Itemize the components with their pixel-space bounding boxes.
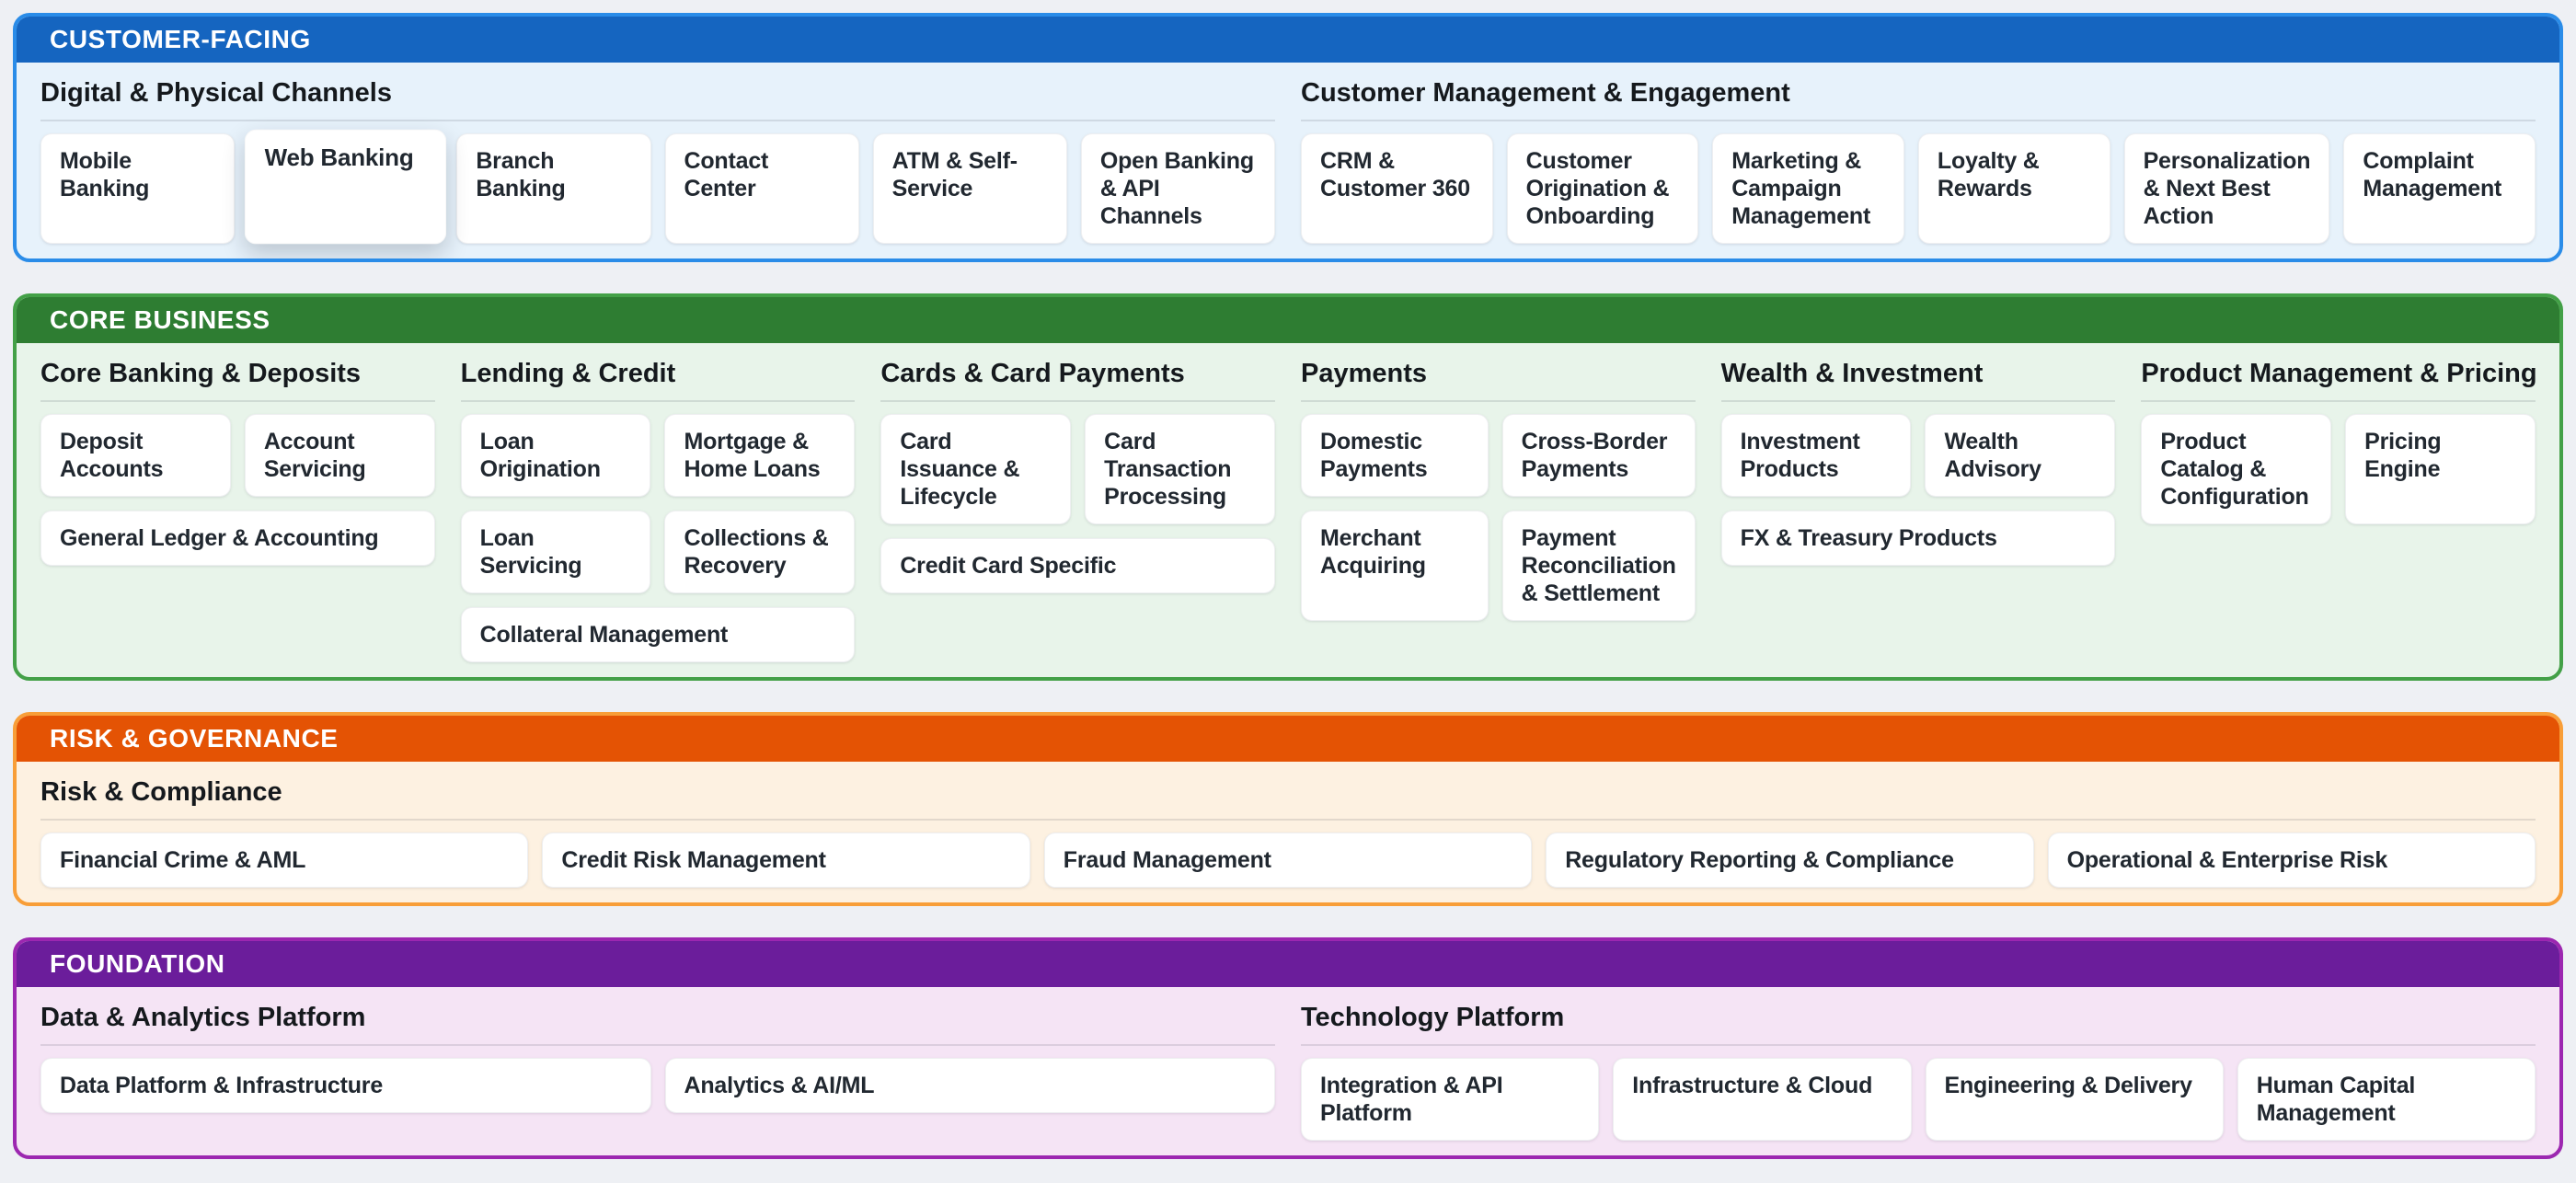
section-title-data-analytics-platform: Data & Analytics Platform bbox=[40, 1002, 1275, 1046]
tile-general-ledger-accounting[interactable]: General Ledger & Accounting bbox=[40, 511, 435, 566]
section-title-product-management-pricing: Product Management & Pricing bbox=[2141, 358, 2537, 402]
tile-loan-servicing[interactable]: Loan Servicing bbox=[460, 511, 651, 593]
tile-engineering-delivery[interactable]: Engineering & Delivery bbox=[1925, 1058, 2224, 1141]
tile-grid: Card Issuance & Lifecycle Card Transacti… bbox=[880, 414, 1275, 593]
tile-payment-reconciliation-settlement[interactable]: Payment Reconciliation & Settlement bbox=[1501, 511, 1696, 621]
tile-pricing-engine[interactable]: Pricing Engine bbox=[2345, 414, 2536, 524]
tile-grid: Product Catalog & Configuration Pricing … bbox=[2141, 414, 2536, 524]
tile-human-capital-management[interactable]: Human Capital Management bbox=[2237, 1058, 2536, 1141]
tile-cross-border-payments[interactable]: Cross-Border Payments bbox=[1501, 414, 1696, 497]
section-customer-management-engagement: Customer Management & Engagement CRM & C… bbox=[1301, 63, 2536, 244]
tile-personalization-next-best-action[interactable]: Personalization & Next Best Action bbox=[2123, 133, 2330, 244]
tile-marketing-campaign-management[interactable]: Marketing & Campaign Management bbox=[1712, 133, 1904, 244]
tile-atm-self-service[interactable]: ATM & Self-Service bbox=[872, 133, 1067, 244]
tile-fraud-management[interactable]: Fraud Management bbox=[1043, 833, 1533, 888]
section-title-customer-management-engagement: Customer Management & Engagement bbox=[1301, 77, 2536, 121]
section-title-cards-card-payments: Cards & Card Payments bbox=[880, 358, 1275, 402]
tile-grid: Mobile Banking Web Banking Branch Bankin… bbox=[40, 129, 1275, 245]
band-title-foundation: FOUNDATION bbox=[50, 949, 225, 978]
section-core-banking-deposits: Core Banking & Deposits Deposit Accounts… bbox=[40, 343, 435, 566]
band-body-foundation: Data & Analytics Platform Data Platform … bbox=[17, 987, 2559, 1155]
tile-deposit-accounts[interactable]: Deposit Accounts bbox=[40, 414, 231, 497]
tile-loan-origination[interactable]: Loan Origination bbox=[460, 414, 651, 497]
tile-grid: Deposit Accounts Account Servicing Gener… bbox=[40, 414, 435, 566]
tile-contact-center[interactable]: Contact Center bbox=[664, 133, 859, 244]
tile-fx-treasury-products[interactable]: FX & Treasury Products bbox=[1720, 511, 2116, 566]
tile-infrastructure-cloud[interactable]: Infrastructure & Cloud bbox=[1613, 1058, 1912, 1141]
band-core-business: CORE BUSINESS Core Banking & Deposits De… bbox=[13, 293, 2563, 681]
band-body-risk-governance: Risk & Compliance Financial Crime & AML … bbox=[17, 762, 2559, 902]
section-digital-physical-channels: Digital & Physical Channels Mobile Banki… bbox=[40, 63, 1275, 245]
band-title-customer-facing: CUSTOMER-FACING bbox=[50, 25, 311, 53]
section-cards-card-payments: Cards & Card Payments Card Issuance & Li… bbox=[880, 343, 1275, 593]
section-wealth-investment: Wealth & Investment Investment Products … bbox=[1720, 343, 2116, 566]
tile-grid: Financial Crime & AML Credit Risk Manage… bbox=[40, 833, 2536, 888]
band-foundation: FOUNDATION Data & Analytics Platform Dat… bbox=[13, 937, 2563, 1159]
band-body-customer-facing: Digital & Physical Channels Mobile Banki… bbox=[17, 63, 2559, 258]
band-header-foundation: FOUNDATION bbox=[17, 941, 2559, 987]
tile-grid: Integration & API Platform Infrastructur… bbox=[1301, 1058, 2536, 1141]
tile-collections-recovery[interactable]: Collections & Recovery bbox=[664, 511, 856, 593]
section-data-analytics-platform: Data & Analytics Platform Data Platform … bbox=[40, 987, 1275, 1113]
section-lending-credit: Lending & Credit Loan Origination Mortga… bbox=[460, 343, 856, 662]
section-title-payments: Payments bbox=[1300, 358, 1696, 402]
tile-grid: Investment Products Wealth Advisory FX &… bbox=[1720, 414, 2116, 566]
tile-card-issuance-lifecycle[interactable]: Card Issuance & Lifecycle bbox=[880, 414, 1072, 524]
band-title-core-business: CORE BUSINESS bbox=[50, 305, 270, 334]
tile-grid: Domestic Payments Cross-Border Payments … bbox=[1300, 414, 1696, 621]
tile-credit-card-specific[interactable]: Credit Card Specific bbox=[880, 538, 1275, 593]
band-body-core-business: Core Banking & Deposits Deposit Accounts… bbox=[17, 343, 2559, 677]
section-title-core-banking-deposits: Core Banking & Deposits bbox=[40, 358, 435, 402]
tile-crm-customer-360[interactable]: CRM & Customer 360 bbox=[1301, 133, 1493, 244]
band-risk-governance: RISK & GOVERNANCE Risk & Compliance Fina… bbox=[13, 712, 2563, 906]
tile-integration-api-platform[interactable]: Integration & API Platform bbox=[1301, 1058, 1600, 1141]
tile-complaint-management[interactable]: Complaint Management bbox=[2343, 133, 2536, 244]
tile-web-banking[interactable]: Web Banking bbox=[244, 129, 447, 245]
tile-grid: Loan Origination Mortgage & Home Loans L… bbox=[460, 414, 856, 662]
tile-investment-products[interactable]: Investment Products bbox=[1720, 414, 1912, 497]
section-risk-compliance: Risk & Compliance Financial Crime & AML … bbox=[40, 762, 2536, 888]
tile-data-platform-infrastructure[interactable]: Data Platform & Infrastructure bbox=[40, 1058, 651, 1113]
band-header-customer-facing: CUSTOMER-FACING bbox=[17, 17, 2559, 63]
tile-customer-origination-onboarding[interactable]: Customer Origination & Onboarding bbox=[1506, 133, 1699, 244]
tile-open-banking-api-channels[interactable]: Open Banking & API Channels bbox=[1080, 133, 1275, 244]
tile-merchant-acquiring[interactable]: Merchant Acquiring bbox=[1300, 511, 1489, 621]
band-customer-facing: CUSTOMER-FACING Digital & Physical Chann… bbox=[13, 13, 2563, 262]
tile-financial-crime-aml[interactable]: Financial Crime & AML bbox=[40, 833, 529, 888]
tile-mobile-banking[interactable]: Mobile Banking bbox=[40, 133, 236, 244]
tile-grid: CRM & Customer 360 Customer Origination … bbox=[1301, 133, 2536, 244]
tile-regulatory-reporting-compliance[interactable]: Regulatory Reporting & Compliance bbox=[1546, 833, 2034, 888]
band-header-core-business: CORE BUSINESS bbox=[17, 297, 2559, 343]
section-payments: Payments Domestic Payments Cross-Border … bbox=[1300, 343, 1696, 621]
section-title-wealth-investment: Wealth & Investment bbox=[1720, 358, 2116, 402]
tile-analytics-ai-ml[interactable]: Analytics & AI/ML bbox=[664, 1058, 1275, 1113]
tile-branch-banking[interactable]: Branch Banking bbox=[456, 133, 651, 244]
tile-credit-risk-management[interactable]: Credit Risk Management bbox=[542, 833, 1030, 888]
section-title-risk-compliance: Risk & Compliance bbox=[40, 776, 2536, 821]
tile-product-catalog-configuration[interactable]: Product Catalog & Configuration bbox=[2141, 414, 2332, 524]
tile-account-servicing[interactable]: Account Servicing bbox=[244, 414, 435, 497]
tile-card-transaction-processing[interactable]: Card Transaction Processing bbox=[1085, 414, 1275, 524]
tile-loyalty-rewards[interactable]: Loyalty & Rewards bbox=[1917, 133, 2110, 244]
tile-collateral-management[interactable]: Collateral Management bbox=[460, 607, 856, 662]
tile-mortgage-home-loans[interactable]: Mortgage & Home Loans bbox=[664, 414, 856, 497]
section-title-lending-credit: Lending & Credit bbox=[460, 358, 856, 402]
section-title-technology-platform: Technology Platform bbox=[1301, 1002, 2536, 1046]
tile-domestic-payments[interactable]: Domestic Payments bbox=[1300, 414, 1489, 497]
band-title-risk-governance: RISK & GOVERNANCE bbox=[50, 724, 339, 752]
section-technology-platform: Technology Platform Integration & API Pl… bbox=[1301, 987, 2536, 1141]
tile-operational-enterprise-risk[interactable]: Operational & Enterprise Risk bbox=[2047, 833, 2536, 888]
tile-wealth-advisory[interactable]: Wealth Advisory bbox=[1925, 414, 2116, 497]
tile-grid: Data Platform & Infrastructure Analytics… bbox=[40, 1058, 1275, 1113]
section-product-management-pricing: Product Management & Pricing Product Cat… bbox=[2141, 343, 2537, 524]
band-header-risk-governance: RISK & GOVERNANCE bbox=[17, 716, 2559, 762]
section-title-digital-physical-channels: Digital & Physical Channels bbox=[40, 77, 1275, 121]
